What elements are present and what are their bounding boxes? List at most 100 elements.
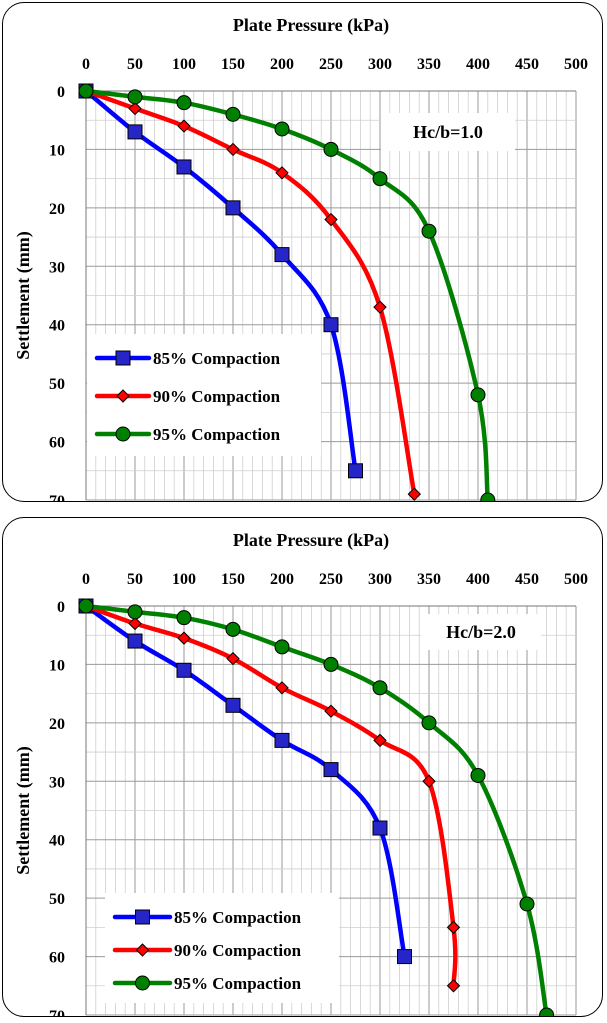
y-tick-label: 50: [49, 891, 65, 908]
x-tick-label: 400: [466, 56, 490, 73]
data-point: [480, 492, 496, 501]
data-point: [470, 767, 486, 783]
chart-panel-hc-2: Plate Pressure (kPa) 0 50 100 150 200 250 300 35…: [2, 517, 603, 1017]
data-point: [446, 979, 461, 993]
data-point: [128, 101, 142, 116]
y-tick-label: 0: [57, 599, 65, 616]
data-point: [421, 223, 437, 239]
x-tick-label: 100: [172, 56, 196, 73]
data-point: [422, 774, 436, 788]
data-point: [127, 124, 143, 140]
x-tick-label: 200: [270, 571, 294, 588]
y-tick-label: 10: [49, 657, 65, 674]
y-tick-label: 20: [49, 716, 65, 733]
legend-label: 95% Compaction: [153, 425, 281, 444]
series-line: [83, 603, 458, 989]
chart-hc-2: Plate Pressure (kPa)0 50 100 150 200 250 300 35…: [13, 530, 588, 1017]
data-point: [274, 639, 290, 655]
annotation-box: [421, 614, 541, 650]
data-point: [128, 616, 142, 631]
x-tick-label: 250: [319, 56, 343, 73]
x-tick-label: 350: [417, 56, 441, 73]
x-tick-label: 250: [319, 571, 343, 588]
data-point: [323, 656, 339, 672]
data-point: [323, 141, 339, 157]
legend-swatch-marker: [135, 975, 150, 991]
y-tick-label: 50: [49, 376, 65, 393]
annotation-label: Hc/b=2.0: [446, 622, 516, 642]
data-point: [372, 680, 388, 696]
annotation-box: [381, 113, 515, 151]
data-point: [324, 704, 338, 718]
data-point: [127, 633, 143, 649]
data-point: [421, 715, 437, 731]
data-point: [78, 598, 94, 614]
x-tick-label: 350: [417, 571, 441, 588]
legend-label: 85% Compaction: [153, 349, 281, 368]
data-point: [226, 142, 240, 157]
y-tick-label: 40: [49, 318, 65, 335]
x-tick-label: 200: [270, 56, 294, 73]
chart-hc-1: Plate Pressure (kPa)0 50 100 150 200 250 300 35…: [13, 15, 588, 502]
y-tick-label: 30: [49, 774, 65, 791]
data-point: [397, 949, 412, 965]
x-tick-label: 400: [466, 571, 490, 588]
data-point: [324, 212, 338, 227]
x-tick-label: 450: [515, 571, 539, 588]
data-point: [127, 89, 143, 105]
legend-swatch-marker: [115, 350, 131, 366]
y-axis-title: Settlement (mm): [13, 746, 34, 874]
x-tick-label: 450: [515, 56, 539, 73]
legend: 85% Compaction 90% Compaction 95% Compacti…: [87, 334, 321, 456]
y-tick-label: 70: [49, 1008, 65, 1017]
data-point: [275, 166, 289, 180]
data-point: [446, 920, 461, 935]
y-tick-label: 10: [49, 142, 65, 159]
data-point: [225, 621, 241, 637]
y-tick-label: 30: [49, 259, 65, 276]
x-tick-label: 0: [82, 571, 90, 588]
chart-panel-hc-1: Plate Pressure (kPa) 0 50 100 150 200 250 300 35…: [2, 2, 603, 502]
legend-swatch-marker: [116, 389, 130, 403]
data-point: [226, 651, 240, 666]
data-point: [225, 697, 241, 713]
data-point: [177, 119, 191, 133]
y-tick-label: 0: [57, 84, 65, 101]
data-point: [274, 247, 290, 263]
data-point: [323, 762, 339, 778]
data-point: [78, 83, 94, 99]
data-point: [177, 631, 191, 645]
series-95-compaction: [78, 83, 496, 501]
x-tick-label: 50: [127, 571, 143, 588]
legend-swatch-marker: [135, 909, 150, 925]
x-tick-label: 300: [368, 571, 392, 588]
y-tick-label: 20: [49, 201, 65, 218]
y-tick-label: 70: [49, 493, 65, 502]
x-tick-label: 150: [221, 571, 245, 588]
data-point: [274, 732, 290, 748]
legend-label: 85% Compaction: [174, 908, 302, 927]
data-point: [407, 487, 422, 501]
data-point: [373, 300, 387, 314]
series-95-compaction: [78, 598, 555, 1016]
data-point: [176, 610, 192, 626]
data-point: [323, 317, 339, 333]
data-point: [176, 662, 192, 678]
chart-title: Plate Pressure (kPa): [233, 15, 389, 36]
legend-swatch-marker: [115, 426, 131, 442]
x-tick-label: 50: [127, 56, 143, 73]
legend-swatch-marker: [135, 943, 150, 957]
data-point: [225, 200, 241, 216]
data-point: [225, 106, 241, 122]
data-point: [176, 95, 192, 111]
annotation-label: Hc/b=1.0: [413, 122, 483, 142]
data-point: [127, 604, 143, 620]
x-tick-label: 150: [221, 56, 245, 73]
data-point: [539, 1007, 555, 1016]
y-tick-label: 40: [49, 833, 65, 850]
x-tick-label: 0: [82, 56, 90, 73]
y-tick-label: 60: [49, 950, 65, 967]
data-point: [519, 896, 535, 912]
chart-title: Plate Pressure (kPa): [233, 530, 389, 551]
data-point: [372, 171, 388, 187]
